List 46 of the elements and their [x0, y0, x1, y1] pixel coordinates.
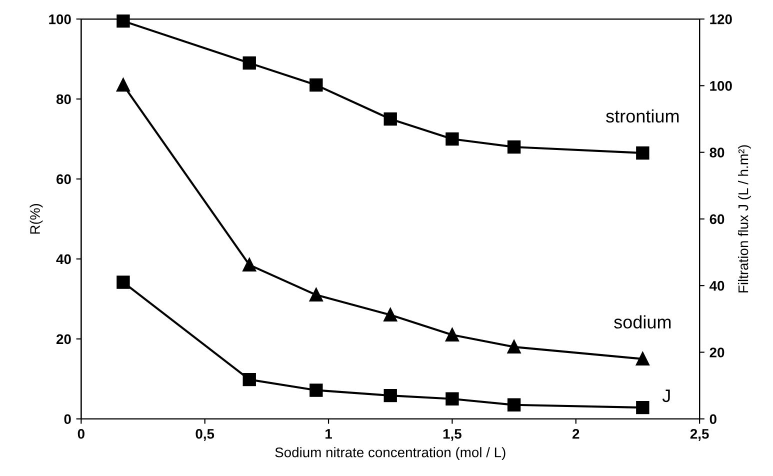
y-tick-label: 0 — [64, 414, 71, 424]
y2-tick-label: 100 — [710, 81, 732, 91]
series-label: J — [662, 390, 670, 402]
series-label: strontium — [606, 109, 679, 123]
y-tick-label: 20 — [56, 334, 71, 344]
point — [384, 308, 397, 322]
point — [310, 384, 323, 397]
point — [384, 112, 397, 126]
point — [446, 328, 459, 342]
y2-axis-title: Filtration flux J (L / h.m²) — [738, 145, 751, 292]
point — [310, 78, 323, 92]
y-axis-title: R(%) — [30, 204, 43, 234]
x-tick-label: 2,5 — [690, 428, 709, 441]
y-tick-label: 60 — [56, 174, 71, 184]
point — [507, 398, 521, 412]
point — [310, 288, 323, 302]
point — [116, 276, 130, 289]
y2-tick-label: 40 — [710, 280, 724, 291]
x-tick-label: 0 — [78, 428, 84, 439]
x-tick-label: 1 — [326, 429, 332, 439]
y2-tick-label: 120 — [710, 14, 732, 24]
point — [384, 388, 397, 402]
point — [636, 400, 650, 414]
point — [116, 78, 130, 92]
point — [507, 140, 521, 154]
y-tick-label: 40 — [56, 254, 71, 264]
point — [636, 146, 650, 160]
point — [636, 352, 650, 366]
y2-tick-label: 20 — [710, 348, 724, 358]
x-axis-title: Sodium nitrate concentration (mol / L) — [275, 447, 506, 460]
y-tick-label: 100 — [49, 14, 71, 24]
point — [242, 372, 256, 386]
point — [446, 392, 459, 406]
x-tick-label: 2 — [572, 428, 580, 439]
point — [242, 258, 256, 272]
point — [507, 340, 521, 354]
point — [242, 56, 256, 70]
y2-tick-label: 60 — [710, 214, 724, 224]
point — [446, 132, 459, 146]
y2-tick-label: 0 — [710, 414, 716, 424]
point — [116, 14, 130, 28]
x-tick-label: 0,5 — [196, 428, 214, 441]
x-tick-label: 1,5 — [443, 429, 462, 441]
y2-tick-label: 80 — [710, 148, 724, 158]
series-label: sodium — [614, 315, 671, 329]
y-tick-label: 80 — [56, 94, 71, 104]
